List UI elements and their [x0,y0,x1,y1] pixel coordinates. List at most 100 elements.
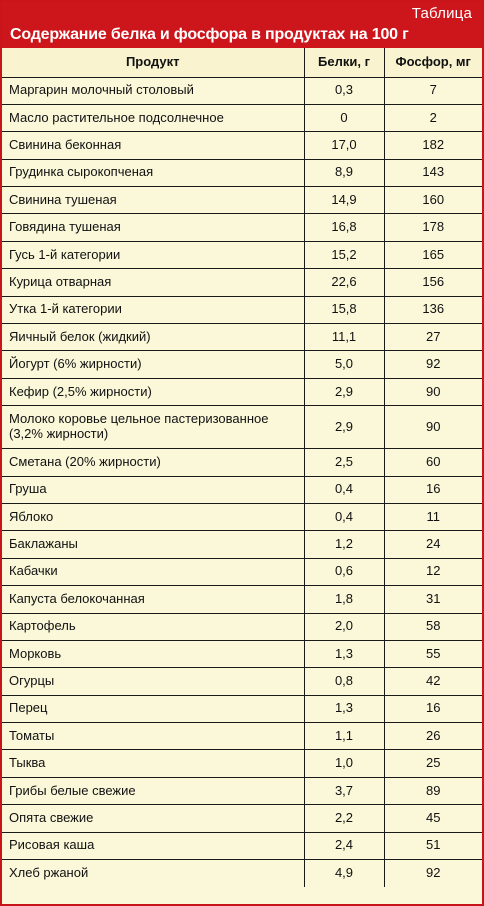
product-name-cell: Рисовая каша [2,831,305,861]
table-row: Утка 1-й категории 15,8 136 [2,295,482,325]
protein-value-cell: 0,8 [303,667,385,696]
product-name-cell: Кефир (2,5% жирности) [2,377,305,407]
phosphorus-value-cell: 51 [383,831,482,861]
phosphorus-value-cell: 143 [383,158,482,188]
product-name-cell: Курица отварная [2,268,305,297]
product-name-cell: Морковь [2,639,305,669]
phosphorus-value-cell: 136 [383,295,482,325]
table-row: Говядина тушеная 16,8 178 [2,213,482,242]
protein-value-cell: 2,2 [303,804,385,833]
product-name-cell: Масло растительное подсолнечное [2,103,305,133]
product-name-cell: Молоко коровье цельное пастеризованное (… [2,405,305,450]
product-name-cell: Капуста белокочанная [2,585,305,614]
table-row: Рисовая каша 2,4 51 [2,831,482,861]
phosphorus-value-cell: 26 [383,722,482,751]
protein-value-cell: 5,0 [303,350,385,379]
protein-value-cell: 1,8 [303,585,385,614]
product-name-cell: Грибы белые свежие [2,776,305,806]
table-row: Грудинка сырокопченая 8,9 143 [2,158,482,188]
product-name-cell: Хлеб ржаной [2,859,305,887]
table-row: Яичный белок (жидкий) 11,1 27 [2,323,482,352]
table-row: Перец 1,3 16 [2,694,482,724]
phosphorus-value-cell: 2 [383,103,482,133]
table-row: Свинина тушеная 14,9 160 [2,186,482,215]
table-row: Гусь 1-й категории 15,2 165 [2,240,482,270]
phosphorus-value-cell: 42 [383,667,482,696]
table-row: Йогурт (6% жирности) 5,0 92 [2,350,482,379]
table-header-bar: Таблица Содержание белка и фосфора в про… [2,2,482,48]
product-name-cell: Томаты [2,722,305,751]
phosphorus-value-cell: 165 [383,240,482,270]
product-name-cell: Баклажаны [2,530,305,559]
table-row: Томаты 1,1 26 [2,722,482,751]
phosphorus-value-cell: 27 [383,323,482,352]
phosphorus-value-cell: 90 [383,405,482,450]
protein-value-cell: 1,3 [303,639,385,669]
product-name-cell: Огурцы [2,667,305,696]
protein-value-cell: 0,4 [303,475,385,504]
table-body: Маргарин молочный столовый 0,3 7 Масло раст… [2,76,482,887]
protein-value-cell: 1,2 [303,530,385,559]
product-name-cell: Гусь 1-й категории [2,240,305,270]
protein-value-cell: 2,9 [303,377,385,407]
product-name-cell: Сметана (20% жирности) [2,448,305,477]
table-row: Курица отварная 22,6 156 [2,268,482,297]
phosphorus-value-cell: 178 [383,213,482,242]
phosphorus-value-cell: 160 [383,186,482,215]
table-row: Маргарин молочный столовый 0,3 7 [2,76,482,105]
phosphorus-value-cell: 16 [383,694,482,724]
product-name-cell: Тыква [2,749,305,778]
table-row: Свинина беконная 17,0 182 [2,131,482,160]
table-row: Яблоко 0,4 11 [2,502,482,532]
phosphorus-value-cell: 11 [383,502,482,532]
nutrition-table: Продукт Белки, г Фосфор, мг Маргарин мол… [2,48,482,887]
phosphorus-value-cell: 7 [383,76,482,105]
phosphorus-value-cell: 89 [383,776,482,806]
table-row: Кабачки 0,6 12 [2,557,482,587]
column-header-product: Продукт [2,48,305,78]
product-name-cell: Груша [2,475,305,504]
protein-value-cell: 22,6 [303,268,385,297]
product-name-cell: Яблоко [2,502,305,532]
table-row: Баклажаны 1,2 24 [2,530,482,559]
table-row: Кефир (2,5% жирности) 2,9 90 [2,377,482,407]
phosphorus-value-cell: 182 [383,131,482,160]
phosphorus-value-cell: 60 [383,448,482,477]
protein-value-cell: 0,6 [303,557,385,587]
table-header-row: Продукт Белки, г Фосфор, мг [2,48,482,78]
phosphorus-value-cell: 24 [383,530,482,559]
protein-value-cell: 1,3 [303,694,385,724]
product-name-cell: Опята свежие [2,804,305,833]
phosphorus-value-cell: 25 [383,749,482,778]
protein-value-cell: 14,9 [303,186,385,215]
table-row: Груша 0,4 16 [2,475,482,504]
table-row: Огурцы 0,8 42 [2,667,482,696]
table-row: Тыква 1,0 25 [2,749,482,778]
protein-value-cell: 2,9 [303,405,385,450]
product-name-cell: Маргарин молочный столовый [2,76,305,105]
phosphorus-value-cell: 55 [383,639,482,669]
product-name-cell: Йогурт (6% жирности) [2,350,305,379]
table-row: Грибы белые свежие 3,7 89 [2,776,482,806]
table-row: Хлеб ржаной 4,9 92 [2,859,482,887]
column-header-phosphorus: Фосфор, мг [383,48,482,78]
table-title: Содержание белка и фосфора в продуктах н… [10,26,409,43]
phosphorus-value-cell: 16 [383,475,482,504]
product-name-cell: Грудинка сырокопченая [2,158,305,188]
table-row: Сметана (20% жирности) 2,5 60 [2,448,482,477]
table-row: Опята свежие 2,2 45 [2,804,482,833]
table-row: Морковь 1,3 55 [2,639,482,669]
phosphorus-value-cell: 92 [383,350,482,379]
protein-value-cell: 15,8 [303,295,385,325]
protein-value-cell: 15,2 [303,240,385,270]
product-name-cell: Яичный белок (жидкий) [2,323,305,352]
protein-value-cell: 3,7 [303,776,385,806]
product-name-cell: Перец [2,694,305,724]
phosphorus-value-cell: 45 [383,804,482,833]
protein-value-cell: 2,0 [303,612,385,641]
table-label: Таблица [411,5,472,22]
protein-value-cell: 0,3 [303,76,385,105]
product-name-cell: Свинина беконная [2,131,305,160]
product-name-cell: Свинина тушеная [2,186,305,215]
protein-value-cell: 2,4 [303,831,385,861]
